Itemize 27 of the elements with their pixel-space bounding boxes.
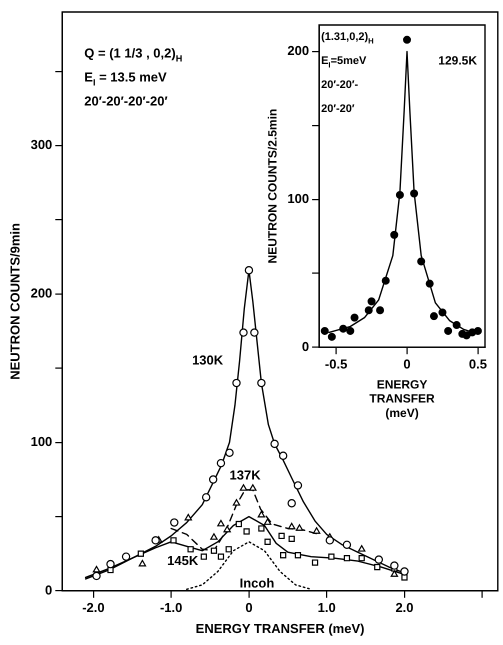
x-tick-label: 0: [403, 356, 411, 372]
y-axis-title: NEUTRON COUNTS/9min: [7, 222, 22, 380]
y-tick-label: 200: [30, 286, 52, 301]
series-label: 145K: [167, 552, 199, 568]
y-tick-label: 0: [302, 338, 310, 354]
series-label: 137K: [230, 467, 262, 482]
x-tick-label: 2.0: [395, 600, 414, 616]
annotation: 20′-20′-20′-20′: [84, 94, 168, 109]
text: 129.5K: [438, 53, 478, 68]
y-tick-label: 200: [287, 43, 310, 58]
x-tick-label: -2.0: [82, 600, 105, 616]
y-tick-label: 100: [287, 190, 310, 206]
series-label: Incoh: [240, 575, 274, 590]
x-tick-label: -1.0: [160, 600, 182, 616]
x-axis-title: ENERGY TRANSFER (meV): [369, 377, 436, 420]
y-tick-label: 100: [30, 434, 52, 449]
y-tick-label: 0: [45, 582, 52, 598]
x-tick-label: 0.5: [468, 356, 487, 372]
x-tick-label: 1.0: [318, 600, 336, 616]
annotation: 20′-20′: [321, 103, 355, 116]
y-tick-label: 300: [30, 137, 52, 152]
x-tick-label: 0: [245, 600, 253, 616]
y-axis-title: NEUTRON COUNTS/2.5min: [266, 108, 280, 264]
annotation: 20′-20′-: [321, 79, 358, 92]
x-tick-label: -0.5: [324, 356, 348, 372]
x-axis-title: ENERGY TRANSFER (meV): [196, 620, 364, 636]
series-label: 130K: [192, 352, 224, 368]
